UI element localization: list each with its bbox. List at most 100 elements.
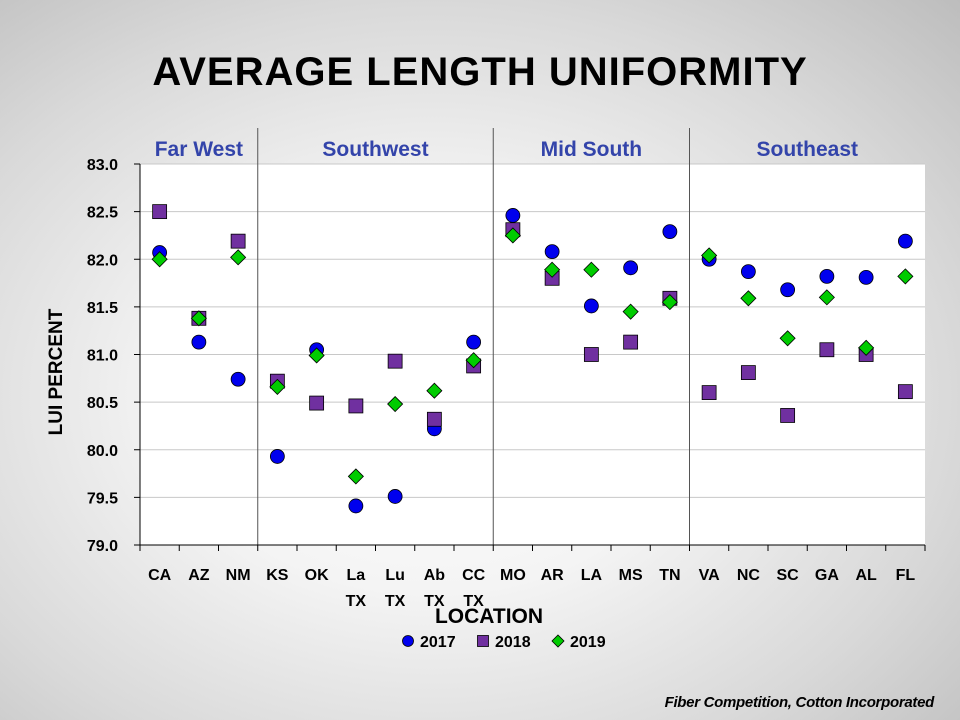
point-2017-AZ bbox=[191, 334, 207, 350]
point-2017-AR bbox=[544, 244, 560, 260]
point-2019-VA bbox=[701, 247, 718, 264]
axes bbox=[139, 164, 926, 551]
region-label: Southwest bbox=[322, 138, 428, 161]
source-credit: Fiber Competition, Cotton Incorporated bbox=[664, 694, 935, 711]
point-2017-MO bbox=[505, 208, 521, 223]
point-2017-SC bbox=[780, 282, 796, 298]
point-2019-TN bbox=[661, 294, 678, 311]
x-tick-label: FL bbox=[896, 567, 916, 584]
x-tick-label: Ab bbox=[424, 567, 446, 584]
point-2019-FL bbox=[897, 268, 914, 285]
legend-label-2017: 2017 bbox=[420, 634, 456, 651]
x-tick-label: VA bbox=[699, 567, 720, 584]
x-tick-label: OK bbox=[305, 567, 329, 584]
x-tick-label: LA bbox=[581, 567, 603, 584]
point-2019-Ab-TX bbox=[426, 382, 443, 399]
point-2017-LA bbox=[583, 298, 599, 314]
region-labels: Far West Southwest Mid South Southeast bbox=[155, 138, 858, 161]
x-tick-label: NM bbox=[226, 567, 251, 584]
point-2017-TN bbox=[662, 224, 678, 240]
region-label: Far West bbox=[155, 138, 243, 161]
x-tick-label: CC bbox=[462, 567, 486, 584]
point-2017-NM bbox=[230, 371, 246, 387]
point-2017-KS bbox=[269, 449, 285, 464]
y-tick-label: 82.0 bbox=[87, 252, 118, 269]
point-2018-OK bbox=[309, 395, 325, 411]
data-points bbox=[151, 204, 914, 514]
point-2019-MS bbox=[622, 303, 639, 320]
point-2018-VA bbox=[701, 385, 717, 401]
x-tick-labels: CA AZ NM KS OK La TX Lu TX Ab TX CC TX MO AR LA MS TN VA NC… bbox=[148, 567, 915, 610]
point-2017-Lu-TX bbox=[387, 489, 403, 504]
legend-marker-2017 bbox=[402, 635, 414, 647]
point-2019-La-TX bbox=[347, 468, 364, 485]
point-2019-SC bbox=[779, 330, 796, 347]
point-2019-NC bbox=[740, 290, 757, 307]
y-tick-label: 80.0 bbox=[87, 443, 118, 460]
grid-lines bbox=[140, 163, 925, 546]
y-tick-label: 79.5 bbox=[87, 490, 118, 507]
region-dividers bbox=[257, 128, 690, 545]
point-2019-AL bbox=[858, 339, 875, 356]
x-tick-label: TX bbox=[463, 593, 484, 610]
y-tick-label: 79.0 bbox=[87, 538, 118, 555]
y-tick-label: 81.0 bbox=[87, 348, 118, 365]
point-2017-NC bbox=[740, 264, 756, 280]
legend-label-2018: 2018 bbox=[495, 634, 531, 651]
region-label: Southeast bbox=[756, 138, 858, 161]
y-tick-label: 83.0 bbox=[87, 157, 118, 174]
x-tick-label: La bbox=[347, 567, 366, 584]
legend-marker-2018 bbox=[477, 635, 489, 647]
region-label: Mid South bbox=[541, 138, 642, 161]
y-axis-label: LUI PERCENT bbox=[46, 308, 67, 435]
point-2018-NC bbox=[740, 365, 756, 380]
x-tick-label: MS bbox=[619, 567, 643, 584]
point-2019-OK bbox=[308, 347, 325, 364]
legend-marker-2019 bbox=[551, 634, 565, 648]
y-tick-label: 80.5 bbox=[87, 395, 118, 412]
point-2017-MS bbox=[623, 260, 639, 276]
point-2018-La-TX bbox=[348, 398, 364, 414]
x-tick-label: AZ bbox=[188, 567, 210, 584]
point-2017-AL bbox=[858, 269, 874, 285]
point-2019-AR bbox=[544, 261, 561, 278]
x-tick-label: SC bbox=[777, 567, 800, 584]
x-tick-label: TX bbox=[385, 593, 406, 610]
point-2019-CC-TX bbox=[465, 352, 482, 369]
point-2019-KS bbox=[269, 378, 286, 395]
point-2017-GA bbox=[819, 268, 835, 284]
point-2018-MS bbox=[623, 334, 639, 350]
x-tick-label: MO bbox=[500, 567, 526, 584]
x-tick-label: CA bbox=[148, 567, 172, 584]
chart-title: AVERAGE LENGTH UNIFORMITY bbox=[152, 50, 808, 94]
x-tick-label: TX bbox=[424, 593, 445, 610]
x-tick-label: Lu bbox=[385, 567, 405, 584]
point-2017-FL bbox=[897, 233, 913, 249]
x-tick-label: KS bbox=[266, 567, 289, 584]
point-2018-NM bbox=[230, 233, 246, 249]
x-tick-label: NC bbox=[737, 567, 761, 584]
point-2019-Lu-TX bbox=[387, 395, 404, 413]
point-2017-CC-TX bbox=[466, 334, 482, 350]
point-2019-LA bbox=[583, 261, 600, 278]
point-2018-SC bbox=[780, 408, 796, 423]
point-2019-NM bbox=[230, 249, 247, 266]
x-tick-label: GA bbox=[815, 567, 839, 584]
point-2018-GA bbox=[819, 342, 835, 358]
point-2017-La-TX bbox=[348, 498, 364, 514]
point-2018-FL bbox=[897, 384, 913, 400]
point-2019-MO bbox=[504, 227, 521, 244]
point-2019-AZ bbox=[190, 310, 207, 327]
legend-label-2019: 2019 bbox=[570, 634, 606, 651]
x-tick-label: AR bbox=[541, 567, 565, 584]
x-tick-label: AL bbox=[855, 567, 877, 584]
point-2019-CA bbox=[151, 251, 168, 268]
x-axis-label: LOCATION bbox=[435, 605, 543, 628]
point-2019-GA bbox=[818, 289, 835, 306]
legend: 2017 2018 2019 bbox=[402, 634, 606, 651]
point-2018-Lu-TX bbox=[387, 353, 403, 369]
point-2018-CA bbox=[152, 204, 168, 220]
x-tick-label: TN bbox=[659, 567, 680, 584]
y-tick-label: 81.5 bbox=[87, 300, 118, 317]
